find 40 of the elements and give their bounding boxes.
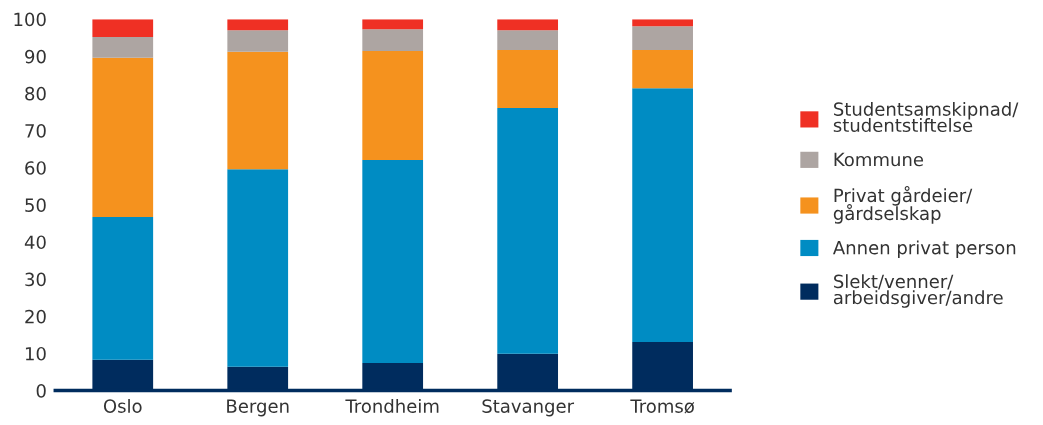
bar: [227, 19, 289, 31]
y-tick-label: 60: [25, 161, 46, 175]
x-tick-label: Stavanger: [482, 399, 575, 417]
x-tick-label: Tromsø: [630, 399, 695, 414]
y-tick-label: 90: [25, 49, 46, 64]
bar: [362, 19, 424, 30]
y-tick-label: 80: [25, 86, 46, 101]
y-tick-label: 30: [25, 272, 46, 287]
bar: [632, 88, 693, 342]
y-tick-label: 50: [25, 198, 46, 212]
y-tick-label: 10: [25, 346, 46, 361]
bar: [632, 49, 693, 89]
bar: [92, 19, 154, 37]
bar: [227, 51, 289, 170]
legend-label: Studentsamskipnad/ studentstiftelse: [833, 101, 1019, 133]
y-tick-label: 20: [25, 309, 46, 324]
y-tick-label: 40: [24, 235, 46, 250]
x-tick-label: Trondheim: [345, 398, 439, 413]
y-tick-label: 100: [14, 12, 46, 27]
legend-label: Annen privat person: [832, 240, 1016, 258]
bar: [92, 36, 154, 58]
bar: [92, 57, 154, 218]
bar: [362, 51, 424, 160]
bar: [362, 159, 424, 364]
bar: [362, 29, 424, 52]
bar: [92, 217, 154, 360]
x-tick-label: Bergen: [227, 399, 289, 417]
bar: [497, 49, 559, 108]
bar: [632, 26, 693, 50]
legend-label: Slekt/venner/ arbeidsgiver/andre: [833, 274, 1003, 308]
bar: [227, 169, 289, 367]
legend-label: Kommune: [834, 152, 924, 167]
y-tick-label: 70: [25, 124, 46, 138]
bar: [497, 30, 559, 50]
bar: [497, 19, 559, 31]
bar: [497, 107, 559, 354]
bar: [227, 30, 289, 52]
y-tick-label: 0: [36, 384, 46, 398]
legend-label: Privat gårdeier/ gårdselskap: [833, 186, 973, 224]
x-tick-label: Oslo: [103, 398, 142, 413]
